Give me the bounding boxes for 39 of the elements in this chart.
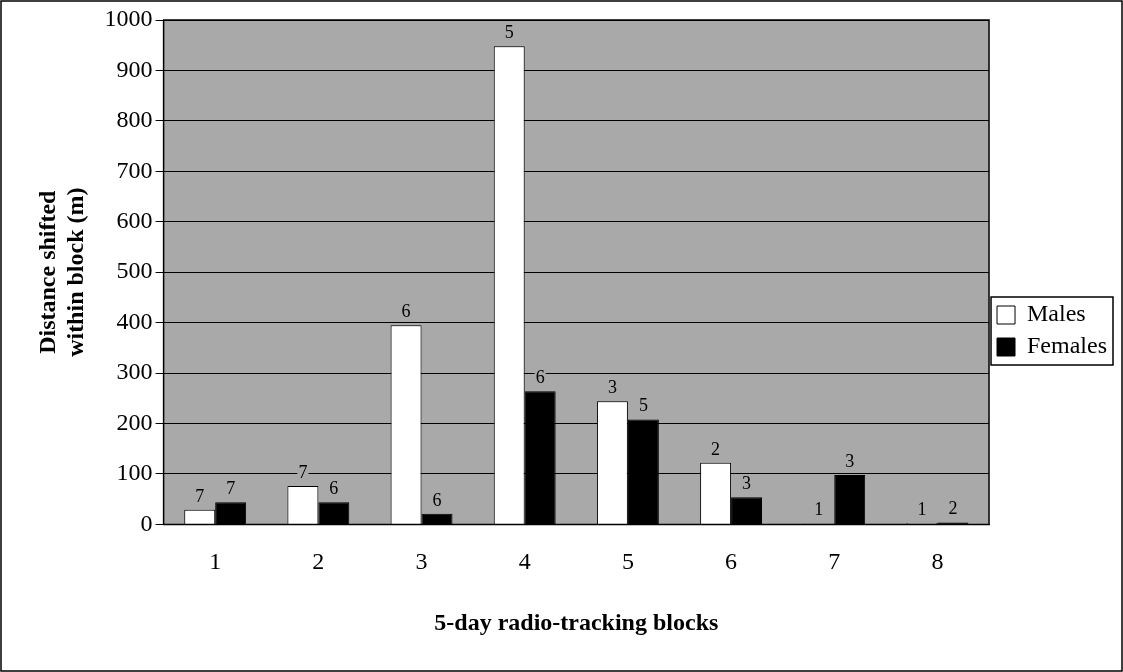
annotation: 5 [504,21,514,42]
annotation: 3 [607,377,617,398]
annotation: 1 [917,498,927,519]
annotation: 3 [845,450,855,471]
annotation: 6 [329,477,339,498]
y-tick-label: 700 [116,156,153,183]
annotation: 7 [298,461,308,482]
y-tick-label: 0 [140,509,153,536]
y-tick-label: 400 [116,307,153,334]
annotation: 3 [742,472,752,493]
annotation: 2 [711,438,721,459]
x-tick-label: 6 [725,548,738,575]
y-axis-title: Distance shifted within block (m) [33,187,89,357]
annotation: 7 [195,485,205,506]
legend-label: Females [1027,332,1107,359]
x-tick-label: 7 [828,548,841,575]
y-tick-label: 500 [116,257,153,284]
y-tick-label: 600 [116,207,153,234]
annotation: 6 [535,366,545,387]
x-tick-label: 4 [518,548,531,575]
annotation: 2 [948,498,958,519]
y-tick-label: 100 [116,459,153,486]
annotation: 6 [401,300,411,321]
x-tick-label: 2 [312,548,325,575]
x-tick-label: 3 [415,548,428,575]
x-tick-label: 5 [621,548,634,575]
x-axis-title: 5-day radio-tracking blocks [434,608,719,635]
annotation: 5 [638,395,648,416]
y-tick-label: 900 [116,55,153,82]
y-tick-label: 200 [116,408,153,435]
annotation: 1 [814,499,824,520]
y-tick-label: 300 [116,358,153,385]
x-tick-label: 1 [209,548,222,575]
y-tick-label: 1000 [104,5,153,32]
annotation: 7 [226,477,236,498]
y-tick-label: 800 [116,106,153,133]
legend-label: Males [1027,300,1086,327]
x-tick-label: 8 [931,548,944,575]
annotation: 6 [432,489,442,510]
